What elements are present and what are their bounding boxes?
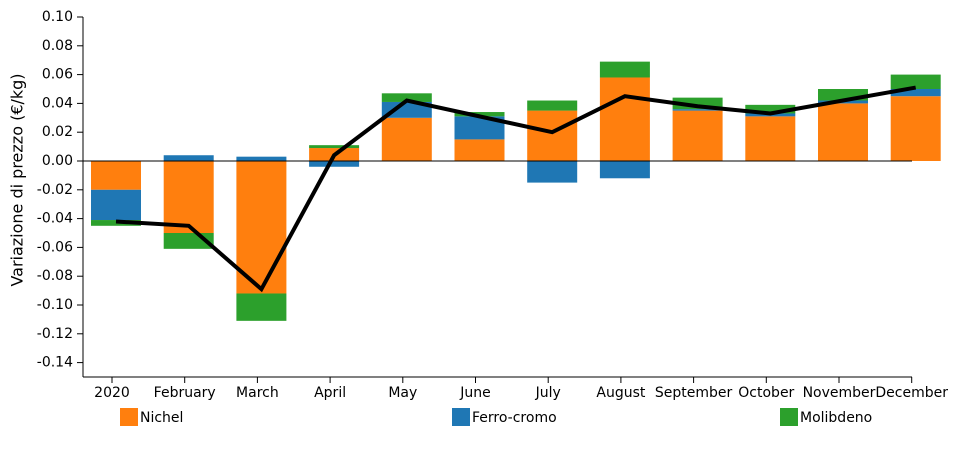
- bar-segment: [454, 112, 505, 117]
- y-tick-label: -0.12: [37, 326, 73, 342]
- legend-swatch: [452, 408, 470, 426]
- bar-segment: [381, 93, 432, 102]
- bar-segment: [91, 189, 141, 221]
- y-tick-label: 0.02: [42, 124, 73, 140]
- bar-segment: [236, 161, 287, 294]
- legend-swatch: [120, 408, 138, 426]
- bar-segment: [163, 155, 214, 161]
- bar-segment: [381, 117, 432, 161]
- legend-swatch: [780, 408, 798, 426]
- legend-label: Molibdeno: [800, 410, 872, 426]
- bar-segment: [599, 161, 650, 179]
- y-tick-label: -0.06: [37, 239, 73, 255]
- bar-segment: [818, 103, 868, 161]
- y-tick-label: -0.08: [37, 268, 73, 284]
- bar-segment: [818, 89, 868, 101]
- y-tick-label: 0.00: [42, 153, 73, 169]
- bar-segment: [309, 145, 360, 149]
- y-axis-label: Variazione di prezzo (€/kg): [8, 73, 27, 286]
- bar-segment: [890, 74, 941, 89]
- y-tick-label: -0.04: [37, 211, 73, 227]
- bar-segment: [91, 161, 141, 190]
- bar-segment: [890, 89, 941, 97]
- bar-segment: [745, 104, 796, 114]
- x-tick-label: November: [803, 385, 876, 401]
- bar-segment: [236, 156, 287, 161]
- y-tick-label: 0.10: [42, 9, 73, 25]
- y-tick-label: -0.14: [37, 355, 73, 371]
- legend-label: Nichel: [140, 410, 183, 426]
- bar-segment: [454, 139, 505, 161]
- bar-segment: [309, 161, 360, 167]
- x-tick-label: December: [875, 385, 948, 401]
- bar-segment: [236, 293, 287, 321]
- y-tick-label: 0.06: [42, 67, 73, 83]
- bar-segment: [672, 110, 723, 161]
- bar-segment: [599, 61, 650, 78]
- bar-segment: [527, 110, 578, 161]
- x-tick-label: April: [314, 385, 346, 401]
- x-tick-label: July: [535, 385, 561, 401]
- bar-segment: [890, 96, 941, 161]
- x-tick-label: May: [388, 385, 417, 401]
- bar-segment: [163, 161, 214, 233]
- legend-label: Ferro-cromo: [472, 410, 557, 426]
- bar-segment: [672, 97, 723, 110]
- y-tick-label: 0.04: [42, 95, 73, 111]
- x-tick-label: August: [596, 385, 646, 401]
- x-tick-label: February: [154, 385, 216, 401]
- x-tick-label: March: [236, 385, 279, 401]
- bar-segment: [454, 116, 505, 140]
- x-tick-label: 2020: [94, 385, 130, 401]
- total-line: [115, 85, 917, 293]
- x-tick-label: September: [655, 385, 733, 401]
- bar-segment: [527, 100, 578, 111]
- y-tick-label: -0.10: [37, 297, 73, 313]
- bar-segment: [527, 161, 578, 183]
- y-tick-label: -0.02: [37, 182, 73, 198]
- y-tick-label: 0.08: [42, 38, 73, 54]
- bar-segment: [599, 77, 650, 161]
- x-tick-label: June: [459, 385, 491, 401]
- bar-segment: [381, 101, 432, 118]
- bar-segment: [745, 116, 796, 161]
- x-tick-label: October: [738, 385, 794, 401]
- bar-segment: [672, 109, 723, 111]
